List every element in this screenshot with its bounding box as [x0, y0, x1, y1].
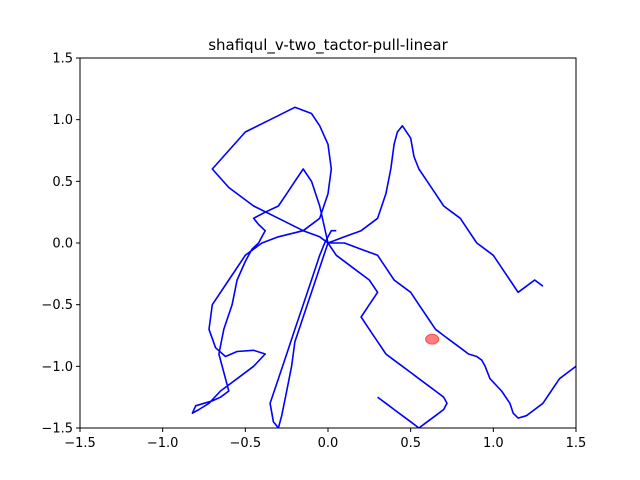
x-tick-label: −1.0 [147, 436, 179, 451]
y-tick-label: 1.0 [52, 113, 73, 128]
x-axis: −1.5 −1.0 −0.5 0.0 0.5 1.0 1.5 [64, 428, 586, 451]
trajectory-line-1 [328, 242, 576, 419]
target-marker [425, 333, 440, 345]
series-layer [191, 106, 576, 428]
y-axis: −1.5 −1.0 −0.5 0.0 0.5 1.0 1.5 [41, 52, 80, 437]
trajectory-line-2 [327, 125, 544, 294]
y-tick-label: 0.0 [52, 237, 73, 252]
trajectory-line-3 [327, 242, 448, 428]
x-tick-label: 0.0 [318, 436, 339, 451]
y-tick-label: 1.5 [52, 52, 73, 67]
x-tick-label: −1.5 [64, 436, 96, 451]
x-tick-label: 1.0 [483, 436, 504, 451]
chart-title: shafiqul_v-two_tactor-pull-linear [208, 36, 448, 55]
x-tick-label: 1.5 [566, 436, 587, 451]
plot-area [191, 106, 576, 428]
x-tick-label: −0.5 [230, 436, 262, 451]
y-tick-label: −0.5 [41, 298, 73, 313]
y-tick-label: −1.5 [41, 422, 73, 437]
y-tick-label: −1.0 [41, 360, 73, 375]
trajectory-line-4 [269, 229, 337, 428]
x-tick-label: 0.5 [400, 436, 421, 451]
y-tick-label: 0.5 [52, 175, 73, 190]
marker-layer [425, 333, 440, 345]
trajectory-line-0 [191, 106, 333, 415]
